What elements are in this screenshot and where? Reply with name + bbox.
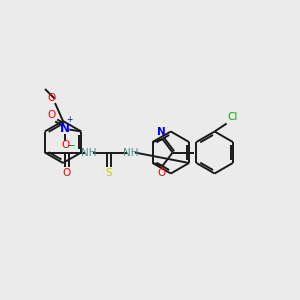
Text: N: N [157, 127, 166, 137]
Text: +: + [66, 116, 72, 124]
Text: NH: NH [123, 148, 139, 158]
Text: N: N [60, 122, 70, 135]
Text: O: O [63, 167, 71, 178]
Text: O: O [47, 110, 55, 121]
Text: S: S [106, 167, 112, 178]
Text: O: O [61, 140, 69, 151]
Text: NH: NH [81, 148, 97, 158]
Text: Cl: Cl [227, 112, 238, 122]
Text: −: − [67, 140, 76, 151]
Text: O: O [48, 93, 56, 103]
Text: O: O [158, 168, 166, 178]
